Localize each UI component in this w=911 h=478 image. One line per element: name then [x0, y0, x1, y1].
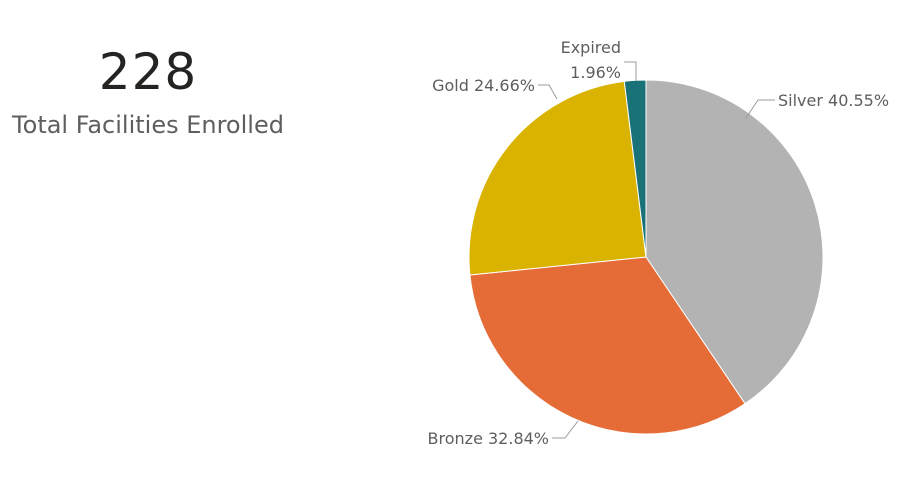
kpi-label: Total Facilities Enrolled [12, 111, 284, 139]
pie-slice-silver[interactable] [645, 79, 824, 405]
kpi-card: 228 Total Facilities Enrolled [0, 40, 296, 140]
data-label-expired-line2: 1.96% [570, 63, 621, 82]
data-label-bronze: Bronze 32.84% [428, 429, 549, 448]
data-label-silver: Silver 40.55% [778, 91, 889, 110]
pie-slice-gold[interactable] [468, 80, 647, 276]
leader-line-silver [745, 99, 775, 119]
kpi-value: 228 [98, 43, 198, 101]
pie-slice-bronze[interactable] [469, 256, 746, 435]
leader-line-bronze [552, 420, 579, 439]
data-label-gold: Gold 24.66% [432, 76, 535, 95]
pie-slice-expired[interactable] [623, 79, 647, 258]
data-label-expired-line1: Expired [561, 38, 621, 57]
leader-line-expired [624, 61, 637, 81]
leader-line-gold [538, 84, 558, 100]
